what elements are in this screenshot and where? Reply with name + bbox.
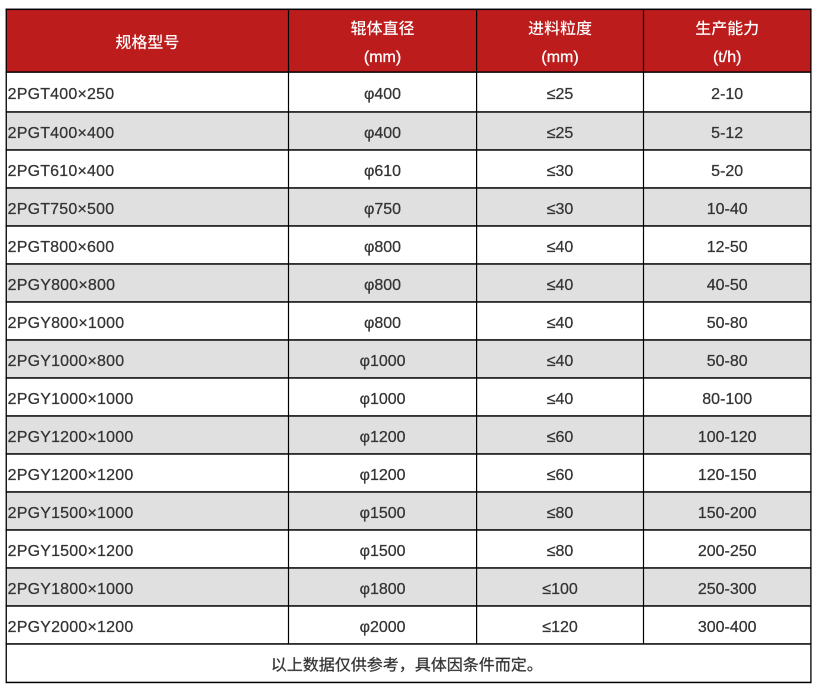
- svg-text:φ1500: φ1500: [360, 505, 406, 522]
- svg-text:2PGT610×400: 2PGT610×400: [8, 163, 115, 180]
- svg-text:≤60: ≤60: [547, 467, 574, 484]
- svg-text:φ750: φ750: [364, 201, 401, 218]
- svg-text:2PGY1800×1000: 2PGY1800×1000: [8, 581, 134, 598]
- svg-text:≤40: ≤40: [547, 391, 574, 408]
- svg-text:φ400: φ400: [364, 125, 401, 142]
- svg-text:300-400: 300-400: [698, 619, 757, 636]
- svg-text:2PGY1500×1000: 2PGY1500×1000: [8, 505, 134, 522]
- svg-text:2PGT400×400: 2PGT400×400: [8, 125, 115, 142]
- svg-text:2PGY800×1000: 2PGY800×1000: [8, 315, 125, 332]
- svg-text:φ800: φ800: [364, 315, 401, 332]
- svg-text:≤30: ≤30: [547, 163, 574, 180]
- svg-text:50-80: 50-80: [707, 315, 748, 332]
- svg-text:φ610: φ610: [364, 163, 401, 180]
- svg-text:2PGY800×800: 2PGY800×800: [8, 277, 116, 294]
- svg-text:2PGY1200×1200: 2PGY1200×1200: [8, 467, 134, 484]
- svg-text:200-250: 200-250: [698, 543, 757, 560]
- svg-text:≤30: ≤30: [547, 201, 574, 218]
- svg-text:12-50: 12-50: [707, 239, 748, 256]
- svg-text:2PGT750×500: 2PGT750×500: [8, 201, 115, 218]
- svg-text:φ1800: φ1800: [360, 581, 406, 598]
- svg-text:2PGY1000×1000: 2PGY1000×1000: [8, 391, 134, 408]
- svg-text:2PGY1200×1000: 2PGY1200×1000: [8, 429, 134, 446]
- svg-text:5-12: 5-12: [711, 125, 743, 142]
- svg-text:≤40: ≤40: [547, 239, 574, 256]
- svg-text:2PGT800×600: 2PGT800×600: [8, 239, 115, 256]
- svg-text:≤80: ≤80: [547, 543, 574, 560]
- svg-text:≤80: ≤80: [547, 505, 574, 522]
- svg-text:80-100: 80-100: [702, 391, 752, 408]
- svg-text:5-20: 5-20: [711, 163, 743, 180]
- svg-text:10-40: 10-40: [707, 201, 748, 218]
- svg-text:40-50: 40-50: [707, 277, 748, 294]
- svg-text:120-150: 120-150: [698, 467, 757, 484]
- svg-text:2PGT400×250: 2PGT400×250: [8, 86, 115, 103]
- svg-text:φ400: φ400: [364, 86, 401, 103]
- svg-text:≤25: ≤25: [547, 86, 574, 103]
- svg-text:φ800: φ800: [364, 277, 401, 294]
- svg-text:2PGY2000×1200: 2PGY2000×1200: [8, 619, 134, 636]
- svg-text:φ1000: φ1000: [360, 391, 406, 408]
- svg-text:150-200: 150-200: [698, 505, 757, 522]
- svg-text:≤40: ≤40: [547, 353, 574, 370]
- svg-text:φ800: φ800: [364, 239, 401, 256]
- svg-text:φ1500: φ1500: [360, 543, 406, 560]
- svg-text:≤100: ≤100: [542, 581, 578, 598]
- svg-text:≤40: ≤40: [547, 277, 574, 294]
- svg-text:φ1200: φ1200: [360, 467, 406, 484]
- svg-text:φ2000: φ2000: [360, 619, 406, 636]
- svg-text:φ1000: φ1000: [360, 353, 406, 370]
- svg-text:2-10: 2-10: [711, 86, 743, 103]
- svg-text:(t/h): (t/h): [713, 49, 741, 66]
- svg-text:250-300: 250-300: [698, 581, 757, 598]
- svg-text:φ1200: φ1200: [360, 429, 406, 446]
- svg-text:(mm): (mm): [541, 49, 578, 66]
- svg-text:≤40: ≤40: [547, 315, 574, 332]
- svg-text:50-80: 50-80: [707, 353, 748, 370]
- svg-text:2PGY1500×1200: 2PGY1500×1200: [8, 543, 134, 560]
- svg-text:≤120: ≤120: [542, 619, 578, 636]
- svg-text:2PGY1000×800: 2PGY1000×800: [8, 353, 125, 370]
- svg-text:100-120: 100-120: [698, 429, 757, 446]
- svg-text:≤25: ≤25: [547, 125, 574, 142]
- svg-text:≤60: ≤60: [547, 429, 574, 446]
- svg-text:(mm): (mm): [364, 49, 401, 66]
